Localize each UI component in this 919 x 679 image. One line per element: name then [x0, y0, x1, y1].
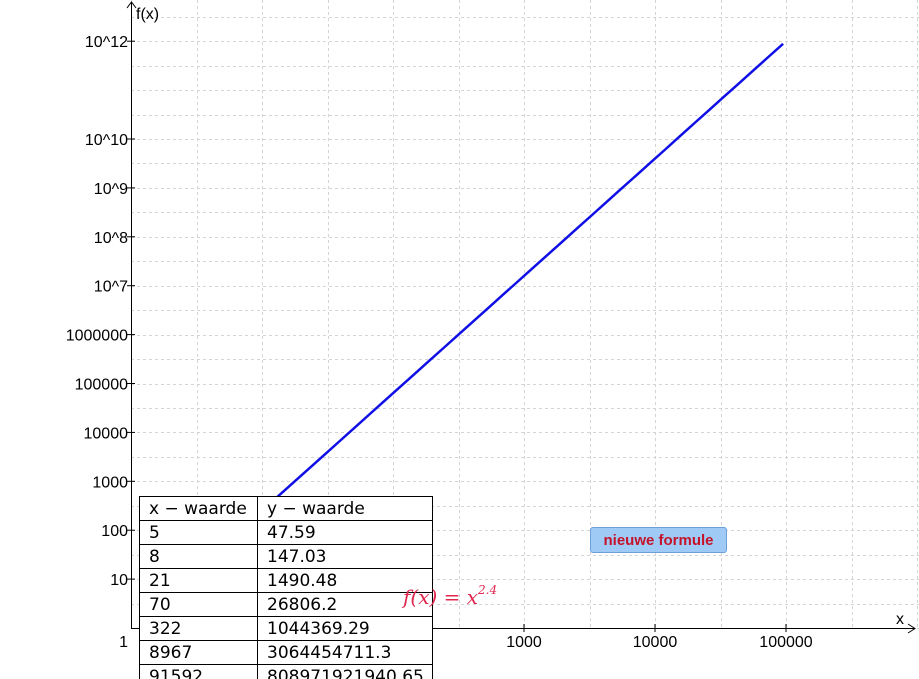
- x-axis-arrow: [907, 623, 916, 634]
- y-tick-label: 1000000: [66, 328, 128, 345]
- table-header-x: x − waarde: [139, 496, 258, 521]
- y-tick-label: 10: [110, 572, 128, 589]
- table-cell-x: 8: [139, 544, 258, 569]
- y-axis-title: f(x): [136, 6, 159, 23]
- x-axis-ticks: 110100100010000100000: [119, 624, 813, 651]
- table-cell-y: 3064454711.3: [257, 640, 433, 665]
- table-cell-x: 322: [139, 616, 258, 641]
- grid-lines: [131, 0, 919, 629]
- table-row: 21 1490.48: [139, 568, 433, 593]
- y-tick-label: 100: [101, 523, 128, 540]
- table-row: 8967 3064454711.3: [139, 640, 433, 665]
- y-axis-arrow: [126, 1, 137, 9]
- y-tick-label: 10^8: [94, 230, 128, 247]
- new-formula-button[interactable]: nieuwe formule: [590, 527, 727, 553]
- y-tick-label: 10^7: [94, 279, 128, 296]
- series-layer: [192, 42, 784, 573]
- x-tick-label: 1: [119, 634, 128, 651]
- formula-exponent: 2.4: [478, 583, 498, 597]
- table-cell-y: 808971921940.65: [257, 664, 433, 679]
- table-row: 322 1044369.29: [139, 616, 433, 641]
- x-tick-label: 100000: [759, 634, 812, 651]
- formula-label: f(x) = x2.4: [403, 583, 497, 609]
- table-cell-y: 147.03: [257, 544, 433, 569]
- table-cell-y: 47.59: [257, 520, 433, 545]
- value-table: x − waarde y − waarde 5 47.59 8 147.03 21 149…: [139, 496, 433, 679]
- table-row: 70 26806.2: [139, 592, 433, 617]
- table-cell-x: 5: [139, 520, 258, 545]
- table-body: 5 47.59 8 147.03 21 1490.48 70 26806.2 322 104436…: [139, 520, 433, 679]
- y-tick-label: 10000: [84, 425, 129, 442]
- y-tick-label: 1000: [92, 474, 128, 491]
- x-tick-label: 10000: [633, 634, 678, 651]
- table-header-y: y − waarde: [257, 496, 433, 521]
- series-line: [192, 42, 784, 573]
- table-row: 8 147.03: [139, 544, 433, 569]
- formula-base: f(x) = x: [403, 585, 479, 609]
- x-tick-label: 1000: [506, 634, 542, 651]
- table-row: 91592 808971921940.65: [139, 664, 433, 679]
- table-cell-x: 91592: [139, 664, 258, 679]
- y-tick-label: 10^12: [85, 34, 128, 51]
- y-tick-label: 10^9: [94, 181, 128, 198]
- y-tick-label: 100000: [75, 377, 128, 394]
- table-header-row: x − waarde y − waarde: [139, 496, 433, 521]
- table-cell-x: 21: [139, 568, 258, 593]
- table-cell-y: 1044369.29: [257, 616, 433, 641]
- y-axis-ticks: 10 100 1000 10000 100000 1000000 10^7 10^8 10^9 1…: [66, 34, 135, 589]
- table-cell-x: 8967: [139, 640, 258, 665]
- table-row: 5 47.59: [139, 520, 433, 545]
- table-cell-x: 70: [139, 592, 258, 617]
- x-axis-title: x: [896, 611, 904, 628]
- y-tick-label: 10^10: [85, 132, 128, 149]
